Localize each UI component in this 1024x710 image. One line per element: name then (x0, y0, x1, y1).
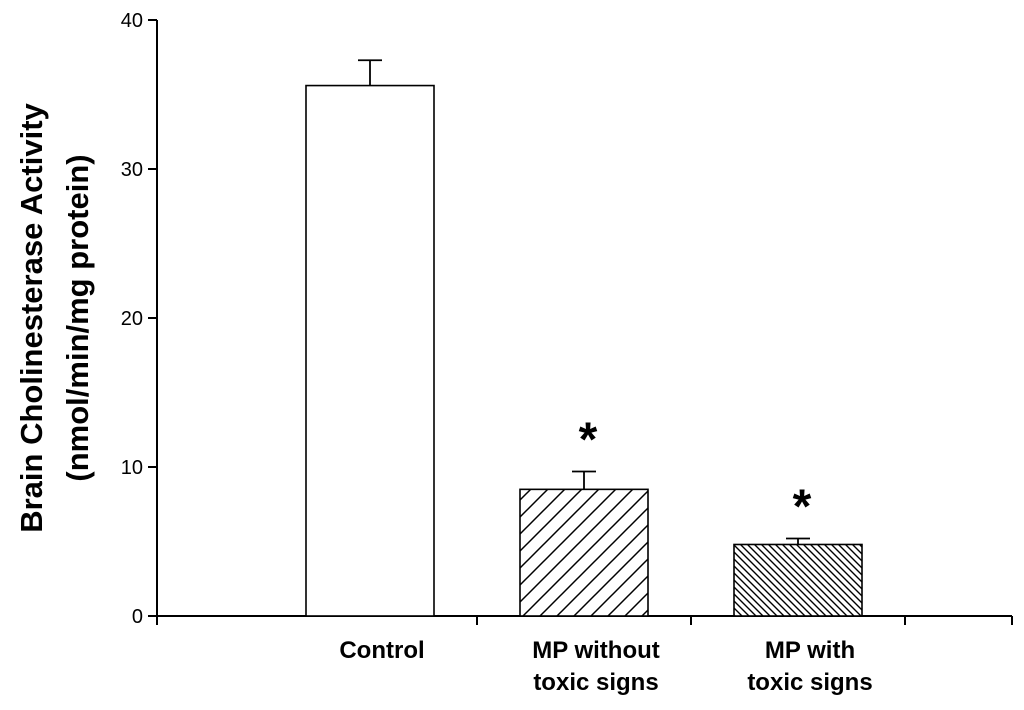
x-axis (156, 615, 1013, 625)
category-label-1: Control (339, 637, 424, 664)
error-bars (358, 59, 810, 545)
y-axis-title-line-2: (nmol/min/mg protein) (60, 154, 95, 481)
y-tick-label: 40 (121, 10, 143, 32)
bar-2 (519, 488, 649, 617)
category-label-3: MP with toxic signs (747, 637, 872, 696)
y-axis: 0 10 20 30 40 (121, 10, 158, 628)
bar-1 (305, 84, 435, 617)
y-tick-label: 10 (121, 457, 143, 479)
category-labels: Control MP without toxic signs MP with toxic… (339, 637, 872, 696)
significance-marker-3: * (793, 481, 812, 534)
significance-markers: ** (579, 413, 812, 533)
bar-3 (733, 543, 863, 617)
category-label-2: MP without toxic signs (532, 637, 660, 696)
y-tick-label: 20 (121, 308, 143, 330)
bars (305, 84, 863, 617)
y-tick-label: 30 (121, 159, 143, 181)
significance-marker-2: * (579, 413, 598, 466)
y-axis-title-line-1: Brain Cholinesterase Activity (14, 102, 49, 532)
y-axis-title: Brain Cholinesterase Activity (nmol/min/… (14, 102, 95, 532)
y-tick-label: 0 (132, 606, 143, 628)
